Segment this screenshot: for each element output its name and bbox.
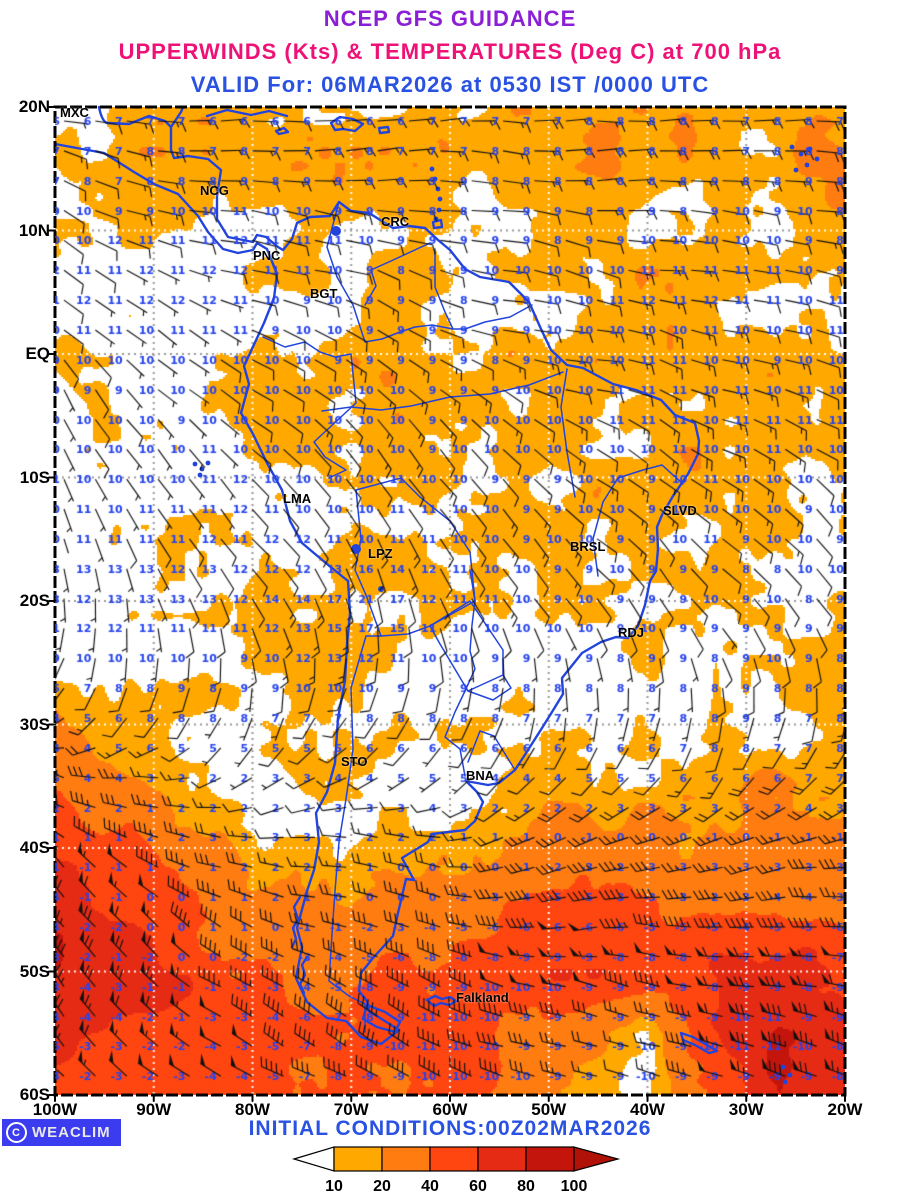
lat-tick-label: 40S [19,838,50,857]
station-label: LMA [283,491,312,506]
station-label: NCG [200,183,229,198]
colorbar-left-arrow [291,1146,335,1172]
lat-tick-label: 30S [19,714,50,734]
lon-tick-label: 100W [32,1100,78,1119]
logo-text: WEACLIM [32,1124,111,1141]
colorbar-tick-label: 60 [469,1178,487,1195]
page-title: NCEP GFS GUIDANCE [323,6,577,31]
colorbar-segment [333,1146,383,1172]
station-label: BRSL [570,539,606,554]
station-label: Falkland [456,990,509,1005]
initial-conditions-text: INITIAL CONDITIONS:00Z02MAR2026 [248,1117,652,1140]
colorbar-segment [525,1146,575,1172]
station-label: CRC [381,214,410,229]
lon-tick-label: 50W [531,1100,567,1119]
lat-tick-label: 20N [18,97,50,116]
lon-tick-label: 40W [630,1100,665,1119]
lon-tick-label: 90W [136,1100,172,1119]
lat-tick-label: 50S [19,961,50,981]
lon-tick-label: 60W [432,1100,468,1119]
lon-tick-label: 20W [827,1100,863,1119]
axis-ticks [48,106,846,1102]
station-label: BGT [310,286,338,301]
station-label: MXC [60,105,89,120]
copyright-circle-icon: C [6,1122,27,1143]
lat-tick-label: 20S [19,591,50,610]
station-label: STO [341,754,368,769]
weaclim-logo: C WEACLIM [2,1119,121,1146]
colorbar-segment [429,1146,479,1172]
station-label: RDJ [618,625,645,640]
colorbar-tick-label: 10 [325,1178,343,1195]
lon-tick-label: 70W [333,1100,369,1119]
lat-tick-label: 10S [19,467,50,487]
station-label: LPZ [368,546,393,561]
colorbar-segment [381,1146,431,1172]
colorbar-tick-label: 40 [421,1178,439,1195]
lon-tick-label: 30W [728,1100,764,1119]
colorbar-tick-label: 100 [561,1178,588,1195]
colorbar-tick-label: 20 [373,1178,391,1195]
station-label: BNA [466,768,495,783]
wind-barbs-temps-canvas [55,107,845,1095]
lat-tick-label: EQ [25,344,50,363]
subtitle-variables: UPPERWINDS (Kts) & TEMPERATURES (Deg C) … [118,39,782,64]
station-label: SLVD [663,503,697,518]
lat-tick-label: 60S [19,1085,50,1104]
lon-tick-label: 80W [235,1100,270,1119]
lat-tick-label: 10N [18,220,50,240]
map-area: MXC NCG CRC PNC BGT LMA LPZ SLVD BRSL RDJ STO BNA Fa… [48,105,847,1102]
wind-speed-colorbar: 10 20 40 60 80 100 [291,1146,621,1195]
colorbar-tick-label: 80 [517,1178,535,1195]
subtitle-valid-time: VALID For: 06MAR2026 at 0530 IST /0000 U… [190,72,710,97]
station-label: PNC [253,248,281,263]
colorbar-right-arrow [573,1146,621,1172]
colorbar-segment [477,1146,527,1172]
